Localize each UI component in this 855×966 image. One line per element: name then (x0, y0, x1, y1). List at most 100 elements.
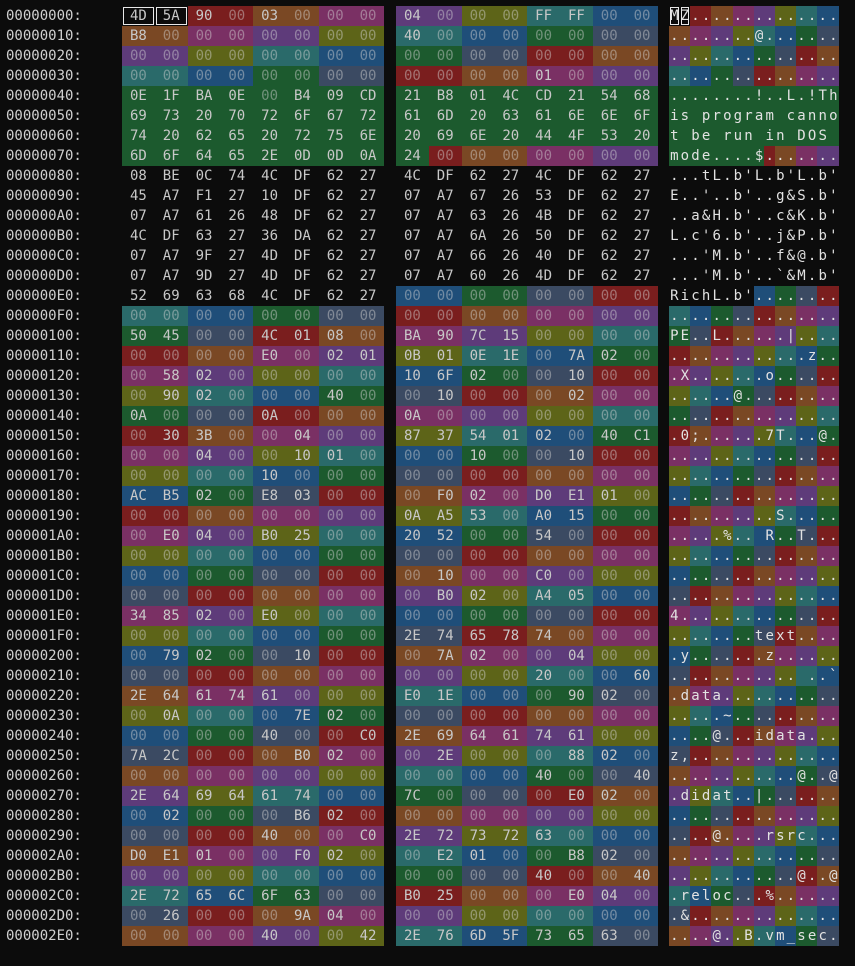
hex-byte[interactable]: 00 (527, 546, 560, 566)
hex-byte[interactable]: 00 (286, 46, 319, 66)
hex-byte[interactable]: 00 (560, 566, 593, 586)
hex-byte[interactable]: 01 (318, 446, 352, 466)
hex-byte[interactable]: 03 (286, 486, 319, 506)
hex-byte[interactable]: 00 (351, 886, 385, 906)
hex-byte[interactable]: CD (527, 86, 560, 106)
hex-byte[interactable]: 00 (527, 646, 560, 666)
hex-byte[interactable]: 00 (154, 346, 188, 366)
hex-byte[interactable]: 00 (625, 146, 659, 166)
hex-byte[interactable]: 07 (396, 246, 429, 266)
hex-byte[interactable]: 00 (318, 686, 352, 706)
hex-byte[interactable]: 00 (286, 826, 319, 846)
hex-byte[interactable]: 62 (318, 246, 352, 266)
hex-byte[interactable]: 40 (527, 246, 560, 266)
ascii-column[interactable]: . r e l o c...%...... (669, 886, 839, 906)
hex-byte[interactable]: 54 (527, 526, 560, 546)
hex-byte[interactable]: 00 (461, 306, 495, 326)
hex-byte[interactable]: 54 (592, 86, 626, 106)
hex-byte[interactable]: 1E (494, 346, 528, 366)
hex-byte[interactable]: 00 (461, 46, 495, 66)
hex-byte[interactable]: 20 (625, 126, 659, 146)
hex-byte[interactable]: 00 (253, 546, 286, 566)
ascii-column[interactable]: ................ (669, 846, 839, 866)
hex-byte[interactable]: 00 (187, 626, 221, 646)
hex-byte[interactable]: 20 (396, 526, 429, 546)
hex-byte[interactable]: 00 (220, 866, 254, 886)
hex-byte[interactable]: 7A (428, 646, 462, 666)
hex-byte[interactable]: 00 (494, 886, 528, 906)
hex-byte[interactable]: B5 (154, 486, 188, 506)
hex-byte[interactable]: A7 (154, 206, 188, 226)
hex-byte[interactable]: 4D (527, 266, 560, 286)
hex-byte[interactable]: 00 (625, 286, 659, 306)
hex-byte[interactable]: 00 (428, 306, 462, 326)
hex-byte[interactable]: 00 (220, 646, 254, 666)
hex-byte[interactable]: 00 (560, 906, 593, 926)
hex-byte[interactable]: 00 (187, 566, 221, 586)
hex-byte[interactable]: DF (154, 226, 188, 246)
hex-byte[interactable]: 61 (187, 206, 221, 226)
hex-byte[interactable]: CD (351, 86, 385, 106)
hex-byte[interactable]: 25 (286, 526, 319, 546)
hex-byte[interactable]: 00 (220, 846, 254, 866)
hex-byte[interactable]: 00 (527, 466, 560, 486)
hex-byte[interactable]: DF (560, 206, 593, 226)
hex-byte[interactable]: 00 (154, 466, 188, 486)
hex-byte[interactable]: 00 (187, 666, 221, 686)
hex-byte[interactable]: 68 (625, 86, 659, 106)
hex-byte[interactable]: 00 (494, 366, 528, 386)
hex-byte[interactable]: 00 (220, 46, 254, 66)
hex-byte[interactable]: 69 (122, 106, 155, 126)
hex-byte[interactable]: 00 (494, 146, 528, 166)
hex-byte[interactable]: 00 (527, 46, 560, 66)
hex-byte[interactable]: 00 (122, 466, 155, 486)
hex-byte[interactable]: 00 (592, 826, 626, 846)
hex-byte[interactable]: 00 (253, 766, 286, 786)
hex-byte[interactable]: 00 (318, 366, 352, 386)
hex-byte[interactable]: 00 (592, 26, 626, 46)
hex-byte[interactable]: 00 (428, 406, 462, 426)
hex-byte[interactable]: FF (527, 6, 560, 26)
hex-byte[interactable]: 00 (154, 446, 188, 466)
hex-byte[interactable]: 00 (592, 6, 626, 26)
hex-byte[interactable]: 63 (187, 226, 221, 246)
hex-byte[interactable]: 00 (560, 466, 593, 486)
hex-byte[interactable]: 7C (396, 786, 429, 806)
hex-byte[interactable]: 00 (286, 546, 319, 566)
hex-byte[interactable]: 09 (318, 86, 352, 106)
hex-byte[interactable]: 00 (351, 686, 385, 706)
hex-byte[interactable]: 0B (396, 346, 429, 366)
hex-byte[interactable]: 26 (494, 246, 528, 266)
hex-byte[interactable]: 00 (625, 66, 659, 86)
hex-byte[interactable]: 00 (625, 6, 659, 26)
hex-byte[interactable]: 00 (592, 626, 626, 646)
hex-byte[interactable]: 00 (187, 806, 221, 826)
hex-byte[interactable]: 00 (625, 906, 659, 926)
hex-byte[interactable]: 00 (494, 646, 528, 666)
hex-byte[interactable]: 67 (318, 106, 352, 126)
hex-byte[interactable]: 4C (527, 166, 560, 186)
hex-byte[interactable]: 00 (318, 26, 352, 46)
hex-byte[interactable]: 00 (494, 606, 528, 626)
hex-byte[interactable]: D0 (122, 846, 155, 866)
ascii-column[interactable]: ... ' M. b '.. f & @. b ' (669, 246, 839, 266)
hex-byte[interactable]: 68 (220, 286, 254, 306)
hex-byte[interactable]: 00 (318, 586, 352, 606)
hex-byte[interactable]: 00 (253, 426, 286, 446)
hex-byte[interactable]: 00 (318, 886, 352, 906)
ascii-column[interactable]: ................ (669, 406, 839, 426)
hex-byte[interactable]: 00 (592, 526, 626, 546)
hex-byte[interactable]: 6D (122, 146, 155, 166)
hex-byte[interactable]: 00 (625, 826, 659, 846)
hex-byte[interactable]: 00 (560, 806, 593, 826)
hex-byte[interactable]: 65 (220, 146, 254, 166)
hex-byte[interactable]: DF (560, 226, 593, 246)
hex-byte[interactable]: 00 (527, 846, 560, 866)
ascii-column[interactable]: ..... ~.......... (669, 706, 839, 726)
hex-byte[interactable]: 00 (253, 566, 286, 586)
ascii-column[interactable]: .X.......o...... (669, 366, 839, 386)
hex-byte[interactable]: 00 (253, 66, 286, 86)
hex-byte[interactable]: 58 (154, 366, 188, 386)
hex-byte[interactable]: 00 (253, 906, 286, 926)
